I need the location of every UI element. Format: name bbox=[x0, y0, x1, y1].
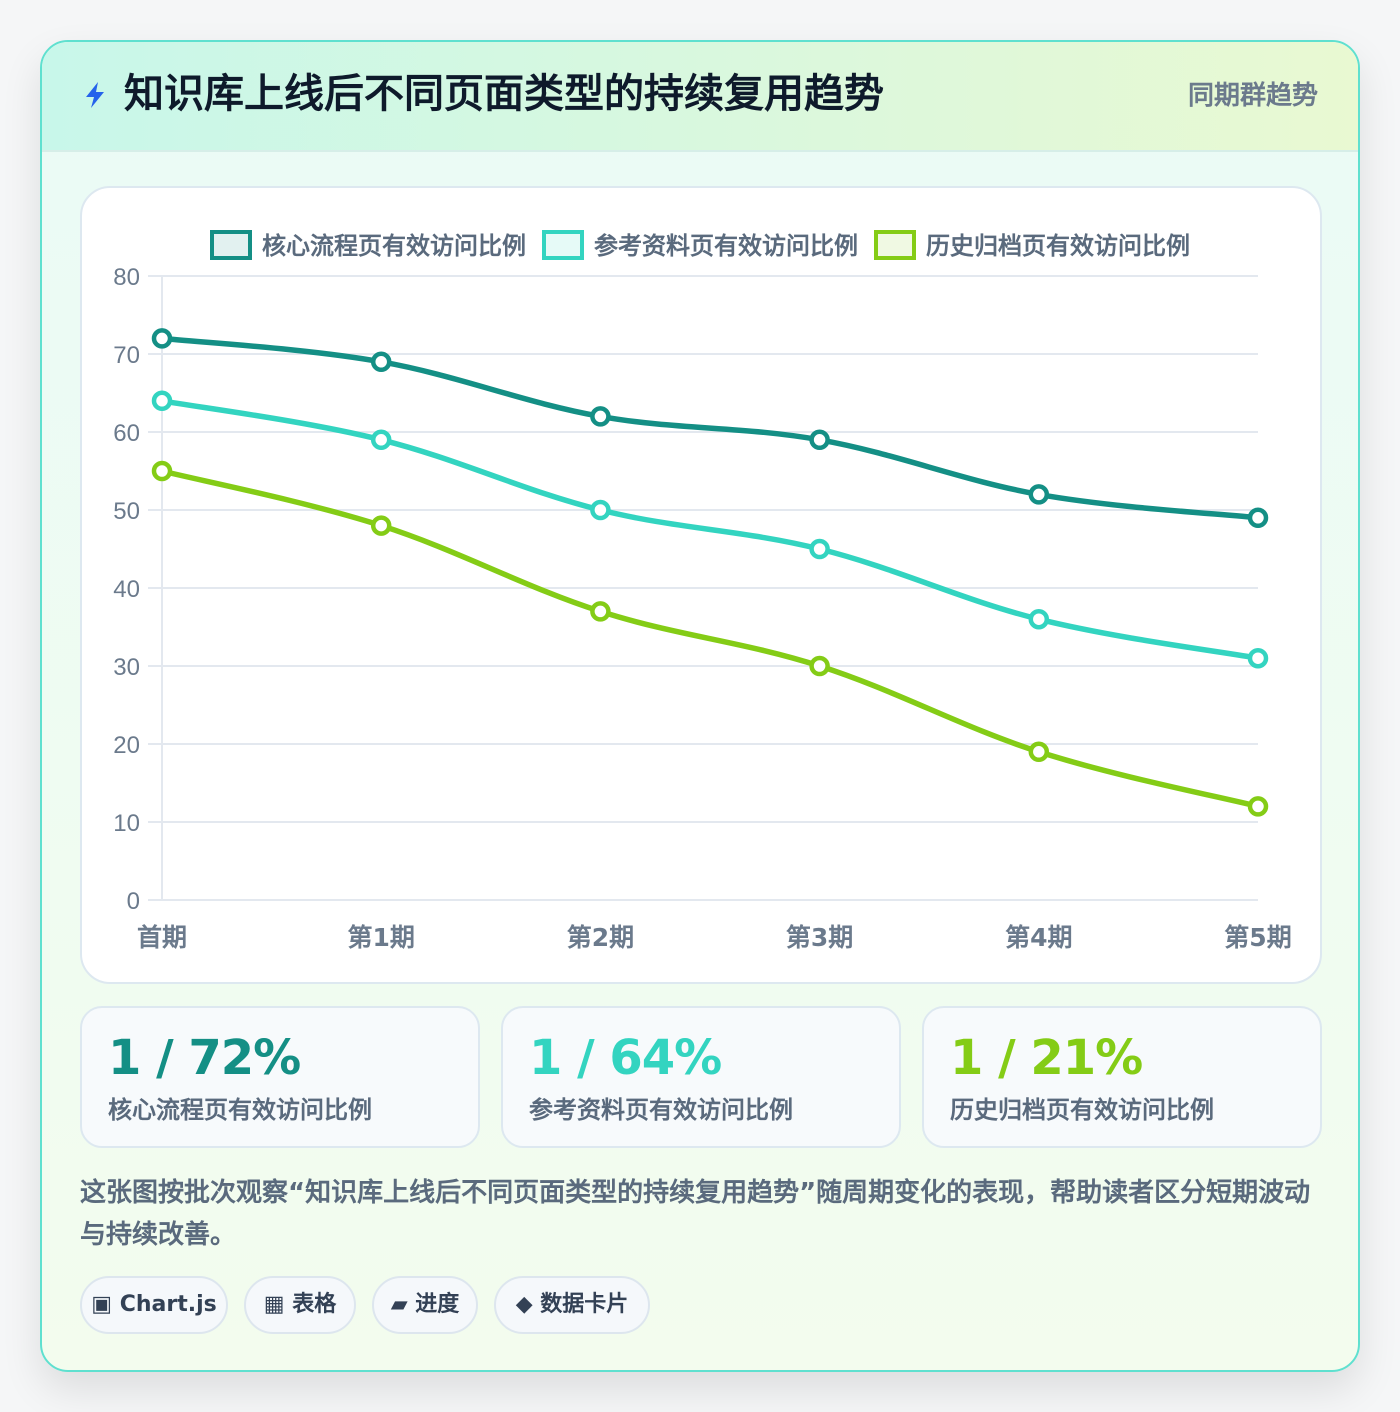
y-tick-label: 50 bbox=[113, 498, 140, 525]
y-tick-label: 40 bbox=[113, 576, 140, 603]
chip-data-card[interactable]: ◆ 数据卡片 bbox=[494, 1276, 650, 1334]
stat-value: 1 / 64% bbox=[529, 1030, 722, 1086]
chart-description: 这张图按批次观察“知识库上线后不同页面类型的持续复用趋势”随周期变化的表现，帮助… bbox=[80, 1178, 1311, 1250]
chart-title: 知识库上线后不同页面类型的持续复用趋势 bbox=[124, 71, 884, 117]
legend-label: 历史归档页有效访问比例 bbox=[926, 232, 1190, 260]
chart-panel: 0 10 20 30 40 50 60 70 80 首期 第1期 第2期 第3期 第4期 第5期 核心流程页有… bbox=[80, 186, 1322, 984]
y-tick-label: 30 bbox=[113, 654, 140, 681]
chip-table[interactable]: ▦ 表格 bbox=[244, 1276, 356, 1334]
stat-label: 参考资料页有效访问比例 bbox=[529, 1096, 793, 1124]
stat-card-core: 1 / 72% 核心流程页有效访问比例 bbox=[80, 1006, 480, 1148]
stat-value: 1 / 21% bbox=[950, 1030, 1143, 1086]
y-tick-label: 80 bbox=[113, 264, 140, 291]
data-point bbox=[1028, 608, 1050, 630]
stat-label: 核心流程页有效访问比例 bbox=[108, 1096, 372, 1124]
y-tick-label: 10 bbox=[113, 810, 140, 837]
data-point bbox=[370, 429, 392, 451]
series-line bbox=[159, 468, 1261, 810]
x-tick-label: 首期 bbox=[137, 923, 187, 952]
stat-label: 历史归档页有效访问比例 bbox=[950, 1096, 1214, 1124]
data-point bbox=[1247, 796, 1269, 817]
line-chart: 0 10 20 30 40 50 60 70 80 首期 第1期 第2期 第3期 第4期 第5期 核心流程页有… bbox=[113, 230, 1292, 952]
data-point bbox=[1028, 484, 1050, 505]
legend-swatch bbox=[542, 230, 584, 260]
card-header: 知识库上线后不同页面类型的持续复用趋势 同期群趋势 bbox=[42, 42, 1358, 152]
chip-progress[interactable]: ▰ 进度 bbox=[372, 1276, 478, 1334]
data-point bbox=[590, 499, 611, 521]
data-point bbox=[1247, 647, 1269, 669]
y-tick-label: 20 bbox=[113, 732, 140, 759]
data-point bbox=[590, 601, 611, 622]
data-point bbox=[151, 390, 173, 412]
data-point bbox=[1247, 507, 1269, 529]
y-tick-label: 0 bbox=[127, 888, 140, 915]
stat-card-reference: 1 / 64% 参考资料页有效访问比例 bbox=[501, 1006, 901, 1148]
y-tick-label: 60 bbox=[113, 420, 140, 447]
data-point bbox=[370, 515, 392, 536]
legend-label: 参考资料页有效访问比例 bbox=[594, 232, 858, 260]
legend-swatch bbox=[874, 230, 916, 260]
chip-chartjs[interactable]: ▣ Chart.js bbox=[80, 1276, 228, 1334]
x-tick-label: 第5期 bbox=[1224, 923, 1291, 952]
lightning-bolt-icon bbox=[86, 82, 104, 108]
x-tick-label: 第2期 bbox=[567, 923, 634, 952]
data-point bbox=[809, 429, 830, 451]
series-line bbox=[159, 398, 1261, 661]
data-point bbox=[151, 460, 173, 482]
data-point bbox=[809, 655, 830, 677]
data-point bbox=[590, 406, 611, 427]
data-point bbox=[1028, 741, 1050, 763]
stat-card-archive: 1 / 21% 历史归档页有效访问比例 bbox=[922, 1006, 1322, 1148]
y-tick-label: 70 bbox=[113, 342, 140, 369]
stat-value: 1 / 72% bbox=[108, 1030, 301, 1086]
x-tick-label: 第3期 bbox=[786, 923, 853, 952]
x-tick-label: 第1期 bbox=[347, 923, 414, 952]
legend-label: 核心流程页有效访问比例 bbox=[262, 232, 526, 260]
legend-swatch bbox=[210, 230, 252, 260]
x-tick-label: 第4期 bbox=[1005, 923, 1072, 952]
data-point bbox=[809, 538, 830, 560]
data-point bbox=[370, 351, 392, 373]
chart-type-tag: 同期群趋势 bbox=[1187, 81, 1318, 111]
series-line bbox=[159, 335, 1261, 521]
chart-card: 知识库上线后不同页面类型的持续复用趋势 同期群趋势 0 10 20 30 40 50 60 7… bbox=[40, 40, 1360, 1372]
data-point bbox=[151, 328, 173, 349]
